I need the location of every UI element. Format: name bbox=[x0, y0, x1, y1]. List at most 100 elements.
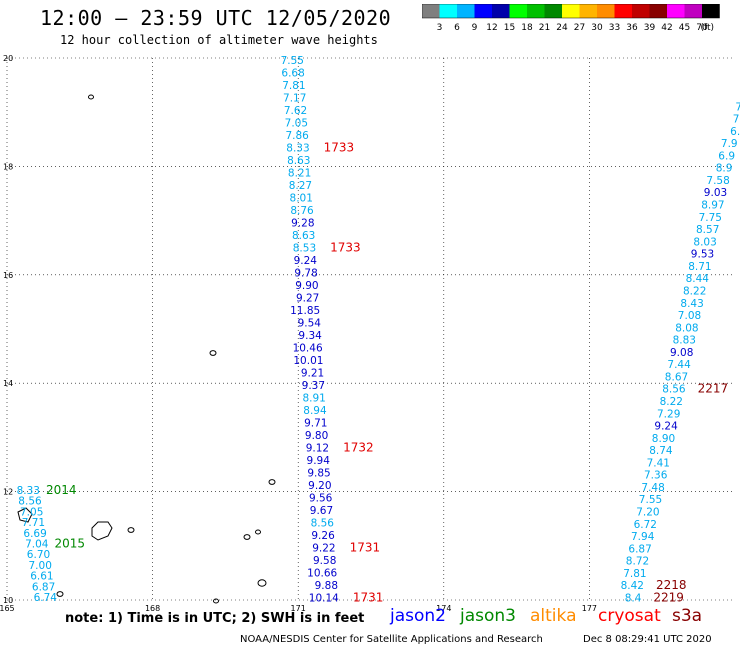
wave-height-label: 7.75 bbox=[699, 212, 722, 224]
wave-height-label: 6.70 bbox=[27, 549, 50, 561]
colorbar-swatch bbox=[492, 4, 510, 18]
wave-height-label: 8.01 bbox=[290, 193, 313, 205]
map-title: 12:00 – 23:59 UTC 12/05/2020 bbox=[40, 6, 392, 30]
island-outline bbox=[56, 591, 64, 597]
pass-time-label: 1733 bbox=[324, 141, 355, 155]
longitude-label: 174 bbox=[436, 604, 451, 613]
colorbar-swatch bbox=[632, 4, 650, 18]
wave-height-label: 6.72 bbox=[634, 519, 657, 531]
wave-height-label: 10.01 bbox=[293, 355, 323, 367]
pass-time-label: 1731 bbox=[353, 591, 384, 605]
wave-height-label: 7.81 bbox=[623, 568, 646, 580]
wave-height-label: 8.33 bbox=[17, 485, 40, 497]
wave-height-label: 9.80 bbox=[305, 430, 328, 442]
colorbar-label: 27 bbox=[574, 23, 585, 33]
wave-height-label: 6.9 bbox=[718, 150, 735, 162]
colorbar-label: 33 bbox=[609, 23, 620, 33]
wave-height-label: 7.9 bbox=[721, 138, 738, 150]
wave-height-label: 8.67 bbox=[665, 371, 688, 383]
island-outline bbox=[255, 529, 261, 535]
wave-height-label: 7.58 bbox=[706, 175, 729, 187]
wave-height-label: 9.26 bbox=[311, 530, 335, 542]
wave-height-label: 8.56 bbox=[662, 384, 686, 396]
legend-jason3: jason3 bbox=[460, 606, 516, 626]
colorbar-swatch bbox=[527, 4, 545, 18]
colorbar-label: 30 bbox=[591, 23, 603, 33]
colorbar-swatch bbox=[439, 4, 457, 18]
colorbar-label: 39 bbox=[644, 23, 656, 33]
wave-height-label: 8.42 bbox=[621, 580, 644, 592]
wave-height-label: 9.28 bbox=[291, 218, 314, 230]
colorbar-swatch bbox=[597, 4, 615, 18]
wave-height-label: 8.72 bbox=[626, 556, 649, 568]
colorbar-swatch bbox=[474, 4, 492, 18]
wave-height-label: 7.86 bbox=[285, 130, 309, 142]
wave-height-label: 7.04 bbox=[25, 539, 49, 551]
wave-height-label: 8.63 bbox=[287, 155, 310, 167]
longitude-label: 171 bbox=[291, 604, 306, 613]
island-outline bbox=[268, 479, 276, 485]
legend-s3a: s3a bbox=[672, 606, 703, 626]
wave-height-label: 8.43 bbox=[680, 298, 703, 310]
colorbar-label: 45 bbox=[679, 23, 690, 33]
latitude-label: 18 bbox=[3, 162, 13, 171]
colorbar-label: 21 bbox=[539, 23, 550, 33]
wave-height-label: 8.22 bbox=[660, 396, 683, 408]
latitude-label: 12 bbox=[3, 488, 13, 497]
wave-height-label: 6.74 bbox=[34, 592, 58, 604]
pass-time-label: 2015 bbox=[55, 537, 86, 551]
colorbar-swatch bbox=[614, 4, 632, 18]
wave-height-label: 8.90 bbox=[652, 433, 675, 445]
colorbar-label: 3 bbox=[437, 23, 443, 33]
wave-height-label: 7.29 bbox=[657, 408, 680, 420]
pass-time-label: 2218 bbox=[656, 578, 687, 592]
color-scale-legend: 3 6 9 12 15 18 21 24 27 30 33 36 39 42 45 70(ft) bbox=[422, 4, 720, 33]
wave-height-label: 7.94 bbox=[631, 531, 655, 543]
wave-height-label: 6. bbox=[730, 126, 740, 138]
wave-height-label: 7.41 bbox=[647, 457, 670, 469]
wave-height-label: 9.22 bbox=[312, 543, 335, 555]
longitude-label: 177 bbox=[582, 604, 597, 613]
wave-height-label: 8.76 bbox=[290, 205, 314, 217]
wave-height-label: 7.00 bbox=[29, 560, 52, 572]
colorbar-swatch bbox=[509, 4, 527, 18]
wave-height-label: 7.62 bbox=[284, 105, 307, 117]
colorbar-label: 36 bbox=[626, 23, 638, 33]
wave-height-label: 8.22 bbox=[683, 285, 706, 297]
wave-height-label: 10.14 bbox=[309, 593, 339, 605]
wave-height-label: 8.71 bbox=[688, 261, 711, 273]
wave-height-label: 8.63 bbox=[292, 230, 315, 242]
colorbar-swatch bbox=[562, 4, 580, 18]
wave-height-label: 8.4 bbox=[625, 592, 642, 604]
colorbar-swatch bbox=[667, 4, 685, 18]
longitude-label: 165 bbox=[0, 604, 15, 613]
wave-height-label: 9.21 bbox=[301, 368, 324, 380]
wave-height-label: 8.21 bbox=[288, 168, 311, 180]
latitude-label: 10 bbox=[3, 596, 13, 605]
wave-height-label: 7.05 bbox=[285, 118, 308, 130]
wave-height-label: 8.74 bbox=[649, 445, 673, 457]
colorbar-swatch bbox=[422, 4, 440, 18]
colorbar-label: 70 bbox=[696, 23, 708, 33]
wave-height-label: 8.97 bbox=[701, 200, 724, 212]
wave-height-label: 9.88 bbox=[315, 580, 338, 592]
colorbar-label: 18 bbox=[521, 23, 533, 33]
wave-height-label: 8.57 bbox=[696, 224, 719, 236]
wave-height-label: 8.91 bbox=[302, 393, 325, 405]
wave-height-label: 7. bbox=[735, 101, 740, 113]
wave-height-label: 9.53 bbox=[691, 249, 714, 261]
units-note: note: 1) Time is in UTC; 2) SWH is in fe… bbox=[65, 611, 365, 626]
wave-height-label: 10.46 bbox=[293, 343, 323, 355]
pass-time-label: 2014 bbox=[46, 483, 77, 497]
wave-height-label: 8.33 bbox=[286, 143, 309, 155]
wave-height-label: 7.05 bbox=[20, 506, 43, 518]
wave-height-label: 8.9 bbox=[716, 163, 733, 175]
map-subtitle: 12 hour collection of altimeter wave hei… bbox=[60, 33, 378, 47]
legend-jason2: jason2 bbox=[390, 606, 446, 626]
island-outline bbox=[91, 521, 113, 541]
wave-height-label: 7.17 bbox=[283, 93, 306, 105]
wave-height-label: 9.90 bbox=[295, 280, 318, 292]
wave-height-label: 8.53 bbox=[293, 243, 316, 255]
wave-height-label: 9.03 bbox=[704, 187, 727, 199]
